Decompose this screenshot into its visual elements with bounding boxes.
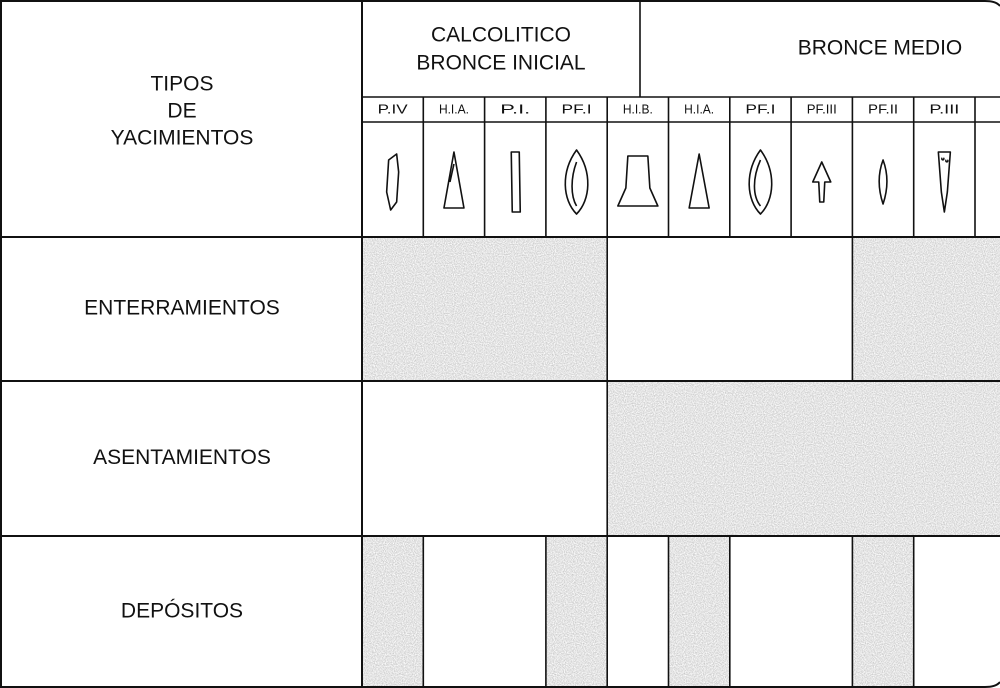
artifact-icon bbox=[748, 149, 773, 215]
period-label: BRONCE MEDIO bbox=[798, 37, 963, 60]
column-label: H.I.B. bbox=[623, 101, 653, 116]
column-label: PF.I bbox=[562, 101, 592, 116]
row-label: DEPÓSITOS bbox=[121, 600, 243, 623]
shaded-cell bbox=[423, 237, 485, 381]
column-label: PF.I bbox=[745, 101, 775, 116]
artifact-icon bbox=[443, 151, 465, 209]
column-label: H.I.A. bbox=[684, 101, 714, 116]
shaded-cell bbox=[852, 536, 914, 688]
row-label: ASENTAMIENTOS bbox=[93, 446, 271, 469]
shaded-cell bbox=[362, 237, 424, 381]
shaded-cell bbox=[484, 237, 546, 381]
shaded-cell bbox=[852, 237, 914, 381]
artifact-icon bbox=[385, 153, 400, 211]
column-label: H.I.A. bbox=[439, 101, 469, 116]
column-label: P.IV bbox=[378, 101, 408, 116]
corner-curve bbox=[984, 0, 1000, 7]
artifact-icon bbox=[688, 153, 710, 209]
column-label: P.III bbox=[929, 101, 959, 116]
column-label: PF.II bbox=[868, 101, 898, 116]
artifact-icon bbox=[878, 159, 888, 205]
shaded-cell bbox=[729, 381, 792, 536]
header-title: TIPOS bbox=[150, 73, 213, 96]
column-label: P.I. bbox=[500, 101, 530, 116]
corner-curve bbox=[984, 681, 1000, 688]
artifact-icon bbox=[937, 151, 952, 213]
period-label: BRONCE INICIAL bbox=[416, 52, 585, 75]
shaded-cell bbox=[668, 536, 730, 688]
shaded-cell bbox=[791, 381, 853, 536]
header-title: DE bbox=[167, 100, 196, 123]
row-label: ENTERRAMIENTOS bbox=[84, 297, 280, 320]
shaded-cell bbox=[545, 237, 608, 381]
column-label: PF.III bbox=[807, 101, 837, 116]
shaded-cell bbox=[545, 536, 608, 688]
shaded-cell bbox=[668, 381, 730, 536]
header-title: YACIMIENTOS bbox=[111, 127, 254, 150]
artifact-icon bbox=[617, 155, 659, 207]
artifact-icon bbox=[811, 161, 832, 203]
shaded-cell bbox=[913, 237, 1000, 381]
shaded-cell bbox=[362, 536, 424, 688]
shaded-cell bbox=[852, 381, 914, 536]
shaded-cell bbox=[607, 381, 669, 536]
shaded-cell bbox=[913, 381, 1000, 536]
period-label: CALCOLITICO bbox=[431, 24, 571, 47]
artifact-icon bbox=[510, 151, 522, 213]
artifact-icon bbox=[564, 149, 589, 215]
